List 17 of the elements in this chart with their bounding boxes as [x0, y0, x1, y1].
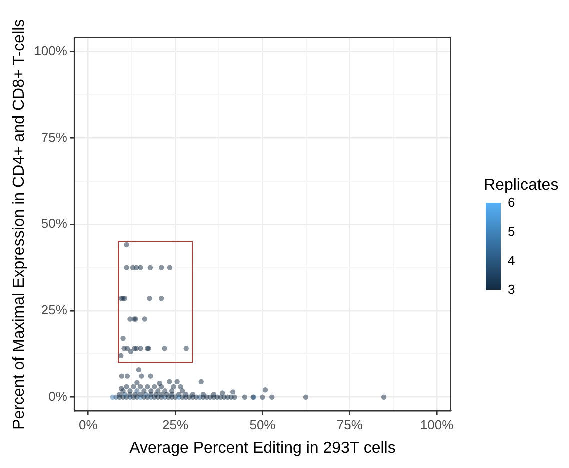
color-bar-label: 6 [508, 195, 516, 211]
x-tick-label: 75% [336, 418, 364, 433]
x-tick-label: 100% [420, 418, 454, 433]
y-tick-label: 0% [48, 388, 68, 404]
y-tick-label: 50% [41, 216, 68, 232]
x-tick-label: 0% [78, 418, 98, 433]
y-tick-label: 100% [34, 43, 68, 58]
legend-title: Replicates [484, 177, 559, 195]
x-axis-title: Average Percent Editing in 293T cells [130, 440, 396, 457]
color-bar-label: 5 [508, 224, 516, 240]
y-tick-label: 75% [41, 130, 68, 145]
color-bar-label: 3 [508, 282, 516, 298]
x-tick-label: 25% [162, 418, 190, 433]
y-tick-label: 25% [41, 302, 68, 318]
x-tick-label: 50% [250, 418, 276, 433]
color-bar-label: 4 [508, 253, 516, 269]
y-axis-title: Percent of Maximal Expression in CD4+ and CD8+ T-cells [11, 19, 28, 430]
